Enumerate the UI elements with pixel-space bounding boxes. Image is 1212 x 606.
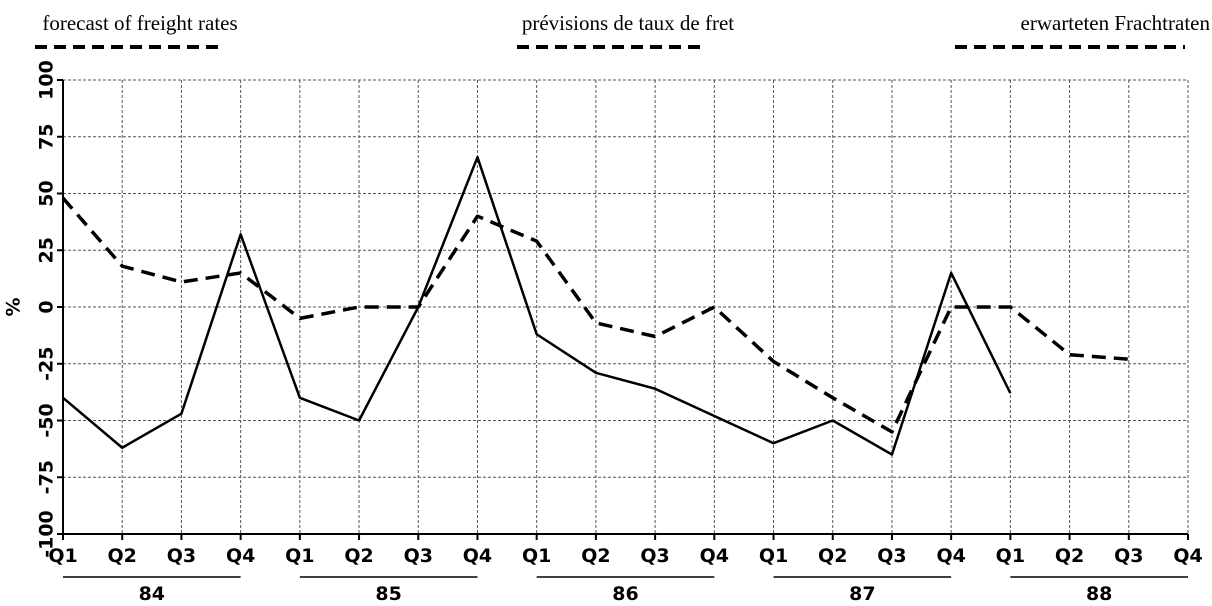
x-tick-label: Q4 bbox=[226, 545, 255, 567]
x-tick-label: Q2 bbox=[1055, 545, 1084, 567]
legend-text: prévisions de taux de fret bbox=[522, 11, 734, 35]
x-tick-label: Q1 bbox=[996, 545, 1025, 567]
x-tick-label: Q1 bbox=[48, 545, 77, 567]
x-tick-label: Q2 bbox=[344, 545, 373, 567]
x-tick-label: Q3 bbox=[640, 545, 669, 567]
y-tick-label: 50 bbox=[36, 180, 58, 206]
x-tick-label: Q3 bbox=[877, 545, 906, 567]
x-tick-label: Q4 bbox=[1173, 545, 1202, 567]
y-tick-label: 25 bbox=[36, 237, 58, 263]
x-tick-label: Q2 bbox=[108, 545, 137, 567]
y-tick-label: -50 bbox=[36, 403, 58, 437]
y-tick-label: -75 bbox=[36, 460, 58, 494]
y-tick-label: 0 bbox=[36, 300, 58, 313]
y-tick-label: 100 bbox=[36, 60, 58, 100]
x-tick-label: Q2 bbox=[818, 545, 847, 567]
y-tick-label: -100 bbox=[36, 510, 58, 558]
y-axis-label: % bbox=[3, 297, 25, 316]
x-tick-label: Q1 bbox=[285, 545, 314, 567]
group-label: 85 bbox=[375, 583, 401, 605]
x-tick-label: Q1 bbox=[522, 545, 551, 567]
series-line bbox=[61, 196, 1129, 434]
group-label: 87 bbox=[849, 583, 875, 605]
x-tick-label: Q1 bbox=[759, 545, 788, 567]
x-tick-label: Q3 bbox=[404, 545, 433, 567]
x-tick-label: Q2 bbox=[581, 545, 610, 567]
group-label: 84 bbox=[139, 583, 165, 605]
group-label: 88 bbox=[1086, 583, 1112, 605]
legend-text: erwarteten Frachtraten bbox=[1021, 11, 1211, 35]
x-tick-label: Q4 bbox=[463, 545, 492, 567]
y-tick-label: 75 bbox=[36, 124, 58, 150]
series-line bbox=[62, 155, 1012, 456]
x-tick-label: Q3 bbox=[1114, 545, 1143, 567]
x-tick-label: Q4 bbox=[700, 545, 729, 567]
legend-text: forecast of freight rates bbox=[42, 11, 237, 35]
x-tick-label: Q4 bbox=[936, 545, 965, 567]
x-tick-label: Q3 bbox=[167, 545, 196, 567]
group-label: 86 bbox=[612, 583, 638, 605]
y-tick-label: -25 bbox=[36, 347, 58, 381]
